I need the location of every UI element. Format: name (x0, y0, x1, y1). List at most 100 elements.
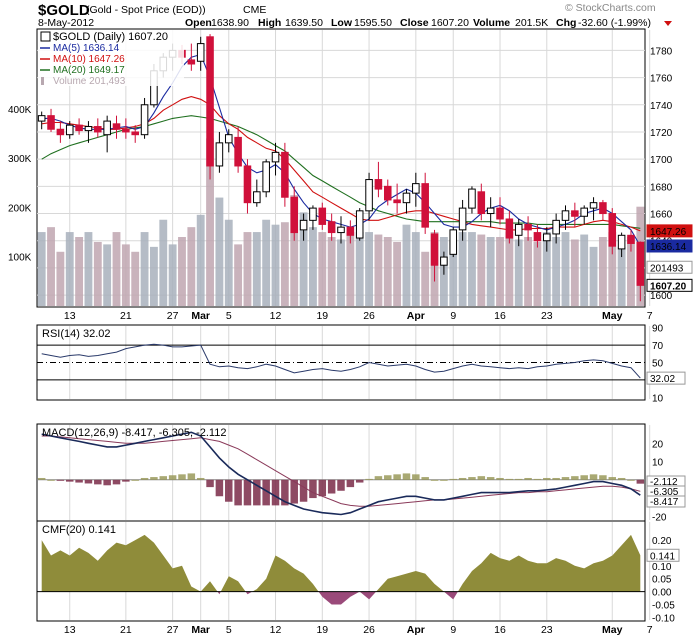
candle-body (477, 191, 486, 215)
volume-bar (458, 232, 467, 306)
candle-body (524, 223, 532, 231)
candle-body (37, 115, 46, 122)
volume-bar (496, 237, 504, 306)
candle-body (299, 219, 308, 231)
candle-body (309, 207, 317, 221)
macd-histogram-bar (159, 476, 168, 480)
macd-histogram-bar (458, 477, 467, 480)
candle-body (561, 210, 570, 221)
volume-bar (365, 232, 373, 306)
volume-tick-label: 100K (8, 253, 32, 264)
rsi-panel (36, 324, 646, 401)
macd-histogram-bar (122, 479, 130, 482)
candle-body (131, 131, 139, 136)
candle-body (47, 115, 55, 130)
x-tick-label: Mar (191, 624, 210, 636)
cmf-tick-label: 0.00 (652, 588, 672, 599)
rsi-last-label: 32.02 (650, 374, 675, 385)
rsi-last-tag (646, 371, 686, 385)
x-tick-label: 7 (647, 310, 653, 322)
x-tick-label: 16 (494, 624, 506, 636)
macd-histogram-bar (384, 475, 392, 480)
macd-histogram-bar (206, 479, 214, 488)
x-tick-label: 26 (363, 624, 375, 636)
candle-body (608, 213, 617, 247)
macd-histogram-bar (234, 479, 242, 506)
candle-body (243, 165, 252, 204)
macd-histogram-bar (365, 478, 373, 480)
macd-histogram-bar (150, 477, 158, 480)
candle-body (468, 188, 476, 209)
macd-tick-label: -20 (652, 512, 667, 523)
macd-histogram-bar (412, 474, 420, 480)
symbol-label: $GOLD (38, 2, 90, 19)
volume-bar (355, 232, 364, 306)
x-tick-label: 21 (120, 310, 132, 322)
volume-bar (411, 232, 420, 306)
x-tick-label: 19 (316, 310, 328, 322)
macd-histogram-bar (178, 474, 186, 480)
candle-body (571, 210, 579, 217)
price-tick-label: 1740 (650, 101, 673, 112)
x-tick-label: Mar (191, 310, 210, 322)
candle-body (65, 124, 74, 136)
volume-bar (159, 219, 168, 306)
candle-body (140, 104, 149, 136)
volume-bar (271, 224, 280, 306)
macd-histogram-bar (449, 478, 457, 480)
candle-body (206, 36, 214, 167)
volume-bar (393, 241, 402, 306)
price-tick-label: 1720 (650, 128, 673, 139)
price-tag (646, 278, 693, 292)
high-label: High (258, 17, 281, 29)
volume-bar (252, 232, 261, 306)
x-tick-label: 5 (226, 310, 232, 322)
volume-bar (627, 237, 635, 306)
macd-histogram-bar (168, 475, 177, 480)
price-tag-label: 1607.20 (650, 281, 687, 292)
candle-body (402, 192, 411, 204)
volume-bar (421, 251, 430, 306)
candle-body (421, 183, 429, 228)
volume-bar (112, 232, 121, 306)
legend-entry: Volume 201,493 (53, 76, 126, 87)
macd-last-label: -8.417 (650, 497, 679, 508)
chg-label: Chg (556, 17, 576, 29)
candle-body (224, 134, 233, 144)
x-tick-label: 19 (316, 624, 328, 636)
macd-histogram-bar (524, 477, 532, 480)
volume-bar (93, 241, 102, 306)
date-label: 8-May-2012 (38, 17, 94, 29)
candle-body (412, 183, 420, 194)
macd-histogram-bar (617, 477, 626, 480)
candle-body (281, 151, 289, 198)
cmf-area-positive (41, 534, 641, 592)
legend-entry: MA(10) 1647.26 (53, 54, 125, 65)
price-tag-label: 201493 (650, 263, 684, 274)
macd-histogram-bar (215, 479, 224, 497)
x-tick-label: 16 (494, 310, 506, 322)
candle-body (196, 43, 205, 62)
macd-histogram-bar (56, 479, 65, 481)
price-tick-label: 1700 (650, 155, 673, 166)
x-tick-label: May (602, 310, 623, 322)
macd-histogram-bar (627, 479, 635, 481)
volume-bar (337, 239, 345, 306)
x-tick-label: May (602, 624, 623, 636)
candle-body (589, 202, 598, 209)
candle-body (187, 59, 196, 65)
candle-body (430, 233, 439, 266)
price-tag (646, 260, 693, 274)
candle-body (458, 207, 467, 231)
cmf-last-tag (646, 548, 680, 562)
macd-histogram-bar (440, 479, 448, 481)
price-tag-label: 1636.14 (650, 242, 687, 253)
candle-body (617, 234, 626, 250)
legend-entry: $GOLD (Daily) 1607.20 (53, 31, 168, 43)
candle-body (346, 226, 355, 236)
volume-bar (570, 239, 579, 306)
volume-bar (608, 232, 617, 306)
volume-bar (234, 244, 243, 306)
volume-bar (206, 138, 214, 306)
